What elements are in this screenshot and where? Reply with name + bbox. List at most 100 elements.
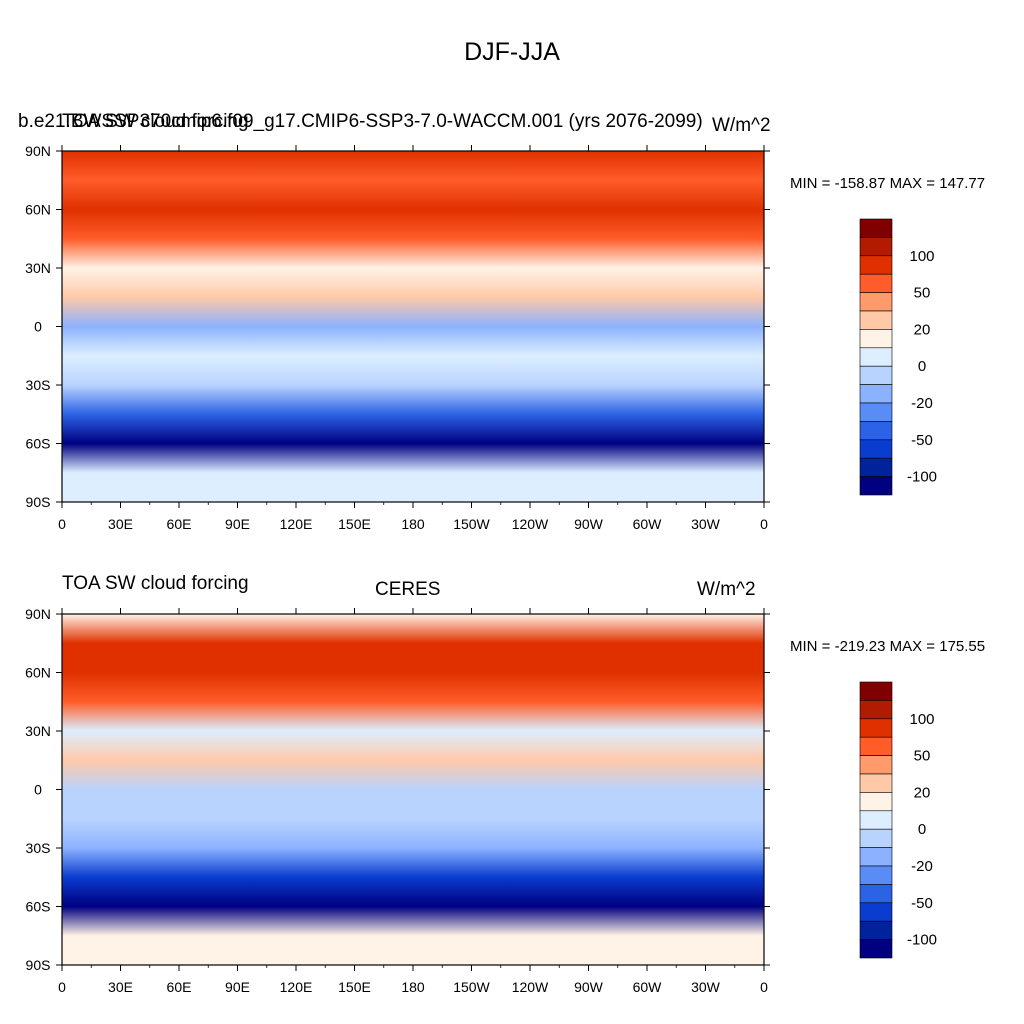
- colorbar-swatch: [859, 718, 893, 738]
- colorbar-label: 0: [918, 821, 926, 838]
- x-tick-label: 90W: [574, 979, 604, 995]
- colorbar-swatch: [859, 310, 893, 330]
- colorbar-swatch: [859, 218, 893, 238]
- x-tick-label: 60W: [633, 516, 663, 532]
- x-tick-label: 0: [760, 979, 768, 995]
- x-tick-label: 30E: [108, 979, 133, 995]
- x-tick-label: 120W: [512, 516, 549, 532]
- colorbar-swatch: [859, 273, 893, 293]
- colorbar-swatch: [859, 439, 893, 459]
- x-tick-label: 120E: [280, 979, 313, 995]
- y-tick-label: 60N: [25, 665, 51, 681]
- y-tick-label: 0: [34, 782, 42, 798]
- colorbar-label: 20: [914, 784, 931, 801]
- map-panel-2: 0 30E 60E 90E 120E 150E 180 150W 120W 90W 60W 30W 09…: [25, 606, 770, 995]
- y-tick-label: 90S: [26, 494, 51, 510]
- colorbar-label: -100: [907, 469, 937, 486]
- colorbar-swatch: [859, 736, 893, 756]
- x-tick-label: 0: [760, 516, 768, 532]
- colorbar-swatch: [859, 755, 893, 775]
- x-tick-label: 150W: [453, 979, 490, 995]
- x-tick-label: 30W: [691, 979, 721, 995]
- x-tick-label: 180: [401, 979, 425, 995]
- colorbar-1: 100 50 20 0 -20 -50 -100: [859, 218, 937, 496]
- colorbar-swatch: [859, 292, 893, 312]
- colorbar-swatch: [859, 347, 893, 367]
- colorbar-label: 50: [914, 285, 931, 302]
- colorbar-swatch: [859, 457, 893, 477]
- colorbar-label: -20: [911, 395, 933, 412]
- colorbar-swatch: [859, 920, 893, 940]
- colorbar-2: 100 50 20 0 -20 -50 -100: [859, 681, 937, 959]
- y-tick-label: 90S: [26, 957, 51, 973]
- y-tick-label: 30S: [26, 377, 51, 393]
- x-tick-label: 150E: [338, 979, 371, 995]
- colorbar-label: 100: [909, 711, 934, 728]
- x-tick-label: 60E: [167, 516, 192, 532]
- colorbar-swatch: [859, 828, 893, 848]
- colorbar-label: 50: [914, 748, 931, 765]
- colorbar-swatch: [859, 865, 893, 885]
- panel1-title-right: W/m^2: [712, 115, 771, 136]
- colorbar-label: -50: [911, 895, 933, 912]
- y-tick-label: 60N: [25, 202, 51, 218]
- colorbar-swatch: [859, 847, 893, 867]
- colorbar-swatch: [859, 255, 893, 275]
- y-tick-label: 30N: [25, 260, 51, 276]
- x-tick-label: 30E: [108, 516, 133, 532]
- figure-title: DJF-JJA: [464, 38, 560, 66]
- panel2-title-right: W/m^2: [697, 579, 756, 600]
- x-tick-label: 90W: [574, 516, 604, 532]
- y-tick-label: 30S: [26, 840, 51, 856]
- map-panel-1: 0 30E 60E 90E 120E 150E 180 150W 120W 90W 60W 30W 09…: [25, 143, 770, 532]
- x-tick-label: 0: [58, 516, 66, 532]
- colorbar-swatch: [859, 884, 893, 904]
- x-tick-label: 150E: [338, 516, 371, 532]
- y-tick-label: 90N: [25, 606, 51, 622]
- panel2-title-center: CERES: [375, 579, 441, 600]
- y-tick-label: 30N: [25, 723, 51, 739]
- colorbar-swatch: [859, 810, 893, 830]
- panel1-stats: MIN = -158.87 MAX = 147.77: [790, 175, 986, 192]
- colorbar-swatch: [859, 402, 893, 422]
- colorbar-label: -100: [907, 932, 937, 949]
- y-tick-label: 60S: [26, 436, 51, 452]
- colorbar-label: -50: [911, 432, 933, 449]
- x-tick-label: 150W: [453, 516, 490, 532]
- colorbar-label: 20: [914, 321, 931, 338]
- colorbar-swatch: [859, 939, 893, 959]
- x-tick-label: 30W: [691, 516, 721, 532]
- colorbar-label: 100: [909, 248, 934, 265]
- x-tick-label: 120E: [280, 516, 313, 532]
- panel2-stats: MIN = -219.23 MAX = 175.55: [790, 638, 986, 655]
- colorbar-label: -20: [911, 858, 933, 875]
- colorbar-swatch: [859, 792, 893, 812]
- panel1-title-left-overlay: TOA SW cloud forcing: [62, 111, 249, 132]
- y-tick-label: 60S: [26, 899, 51, 915]
- colorbar-swatch: [859, 329, 893, 349]
- x-tick-label: 90E: [225, 516, 250, 532]
- panel2-title-left: TOA SW cloud forcing: [62, 573, 249, 594]
- x-tick-label: 60W: [633, 979, 663, 995]
- colorbar-swatch: [859, 237, 893, 257]
- x-tick-label: 120W: [512, 979, 549, 995]
- colorbar-swatch: [859, 384, 893, 404]
- colorbar-swatch: [859, 773, 893, 793]
- colorbar-swatch: [859, 902, 893, 922]
- x-tick-label: 60E: [167, 979, 192, 995]
- x-tick-label: 0: [58, 979, 66, 995]
- field-panel-2: [62, 614, 764, 965]
- colorbar-swatch: [859, 700, 893, 720]
- x-tick-label: 90E: [225, 979, 250, 995]
- x-tick-label: 180: [401, 516, 425, 532]
- field-panel-1: [62, 151, 764, 502]
- colorbar-label: 0: [918, 358, 926, 375]
- colorbar-swatch: [859, 421, 893, 441]
- panel1-title-left: b.e21.BWSSP370cmip6.f09_g17.CMIP6-SSP3-7…: [18, 111, 703, 132]
- y-tick-label: 90N: [25, 143, 51, 159]
- colorbar-swatch: [859, 681, 893, 701]
- colorbar-swatch: [859, 365, 893, 385]
- y-tick-label: 0: [34, 319, 42, 335]
- colorbar-swatch: [859, 476, 893, 496]
